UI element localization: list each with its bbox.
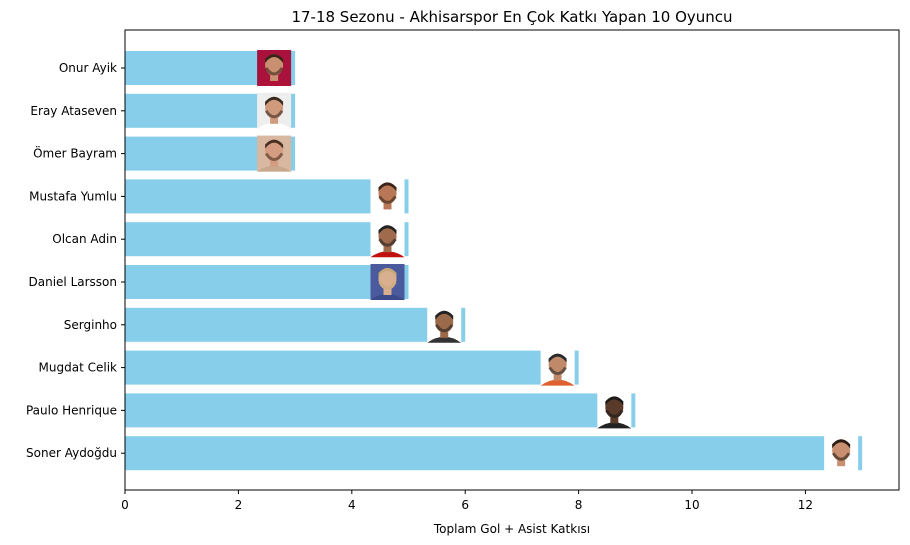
bar — [125, 350, 579, 385]
x-axis-label: Toplam Gol + Asist Katkısı — [433, 522, 590, 536]
player-photo — [257, 135, 292, 172]
plot-frame — [124, 29, 900, 491]
player-photo — [257, 92, 292, 129]
bar — [125, 393, 636, 428]
y-tick-label: Mugdat Celik — [39, 361, 117, 375]
y-tick-label: Mustafa Yumlu — [29, 189, 117, 203]
player-photo — [370, 221, 405, 258]
y-tick-label: Paulo Henrique — [26, 403, 117, 417]
player-photo — [427, 306, 462, 343]
player-photo — [824, 435, 859, 472]
x-tick-label: 10 — [684, 498, 699, 512]
player-photo — [370, 264, 405, 300]
y-tick-label: Daniel Larsson — [29, 275, 118, 289]
bar — [125, 436, 863, 471]
y-tick-label: Soner Aydoğdu — [26, 446, 117, 460]
bars-layer — [125, 51, 863, 471]
player-photo — [370, 178, 405, 215]
x-axis: 0 2 4 6 8 10 12 — [121, 490, 813, 512]
chart-title: 17-18 Sezonu - Akhisarspor En Çok Katkı … — [291, 8, 732, 26]
x-tick-label: 8 — [575, 498, 583, 512]
player-photo — [257, 50, 292, 86]
x-tick-label: 4 — [348, 498, 356, 512]
x-tick-label: 12 — [798, 498, 813, 512]
x-tick-label: 6 — [461, 498, 469, 512]
y-tick-label: Onur Ayik — [59, 61, 117, 75]
y-tick-label: Olcan Adin — [52, 232, 117, 246]
player-photo — [597, 392, 632, 429]
y-tick-label: Ömer Bayram — [33, 145, 117, 161]
bar — [125, 222, 409, 257]
photos-layer — [257, 50, 859, 472]
y-tick-label: Serginho — [64, 318, 117, 332]
x-tick-label: 0 — [121, 498, 129, 512]
player-photo — [540, 349, 575, 386]
bar — [125, 179, 409, 214]
bar — [125, 265, 409, 299]
y-axis: Onur Ayik Eray Ataseven Ömer Bayram Mustafa… — [26, 61, 125, 460]
x-tick-label: 2 — [235, 498, 243, 512]
bar — [125, 307, 466, 342]
y-tick-label: Eray Ataseven — [30, 104, 117, 118]
